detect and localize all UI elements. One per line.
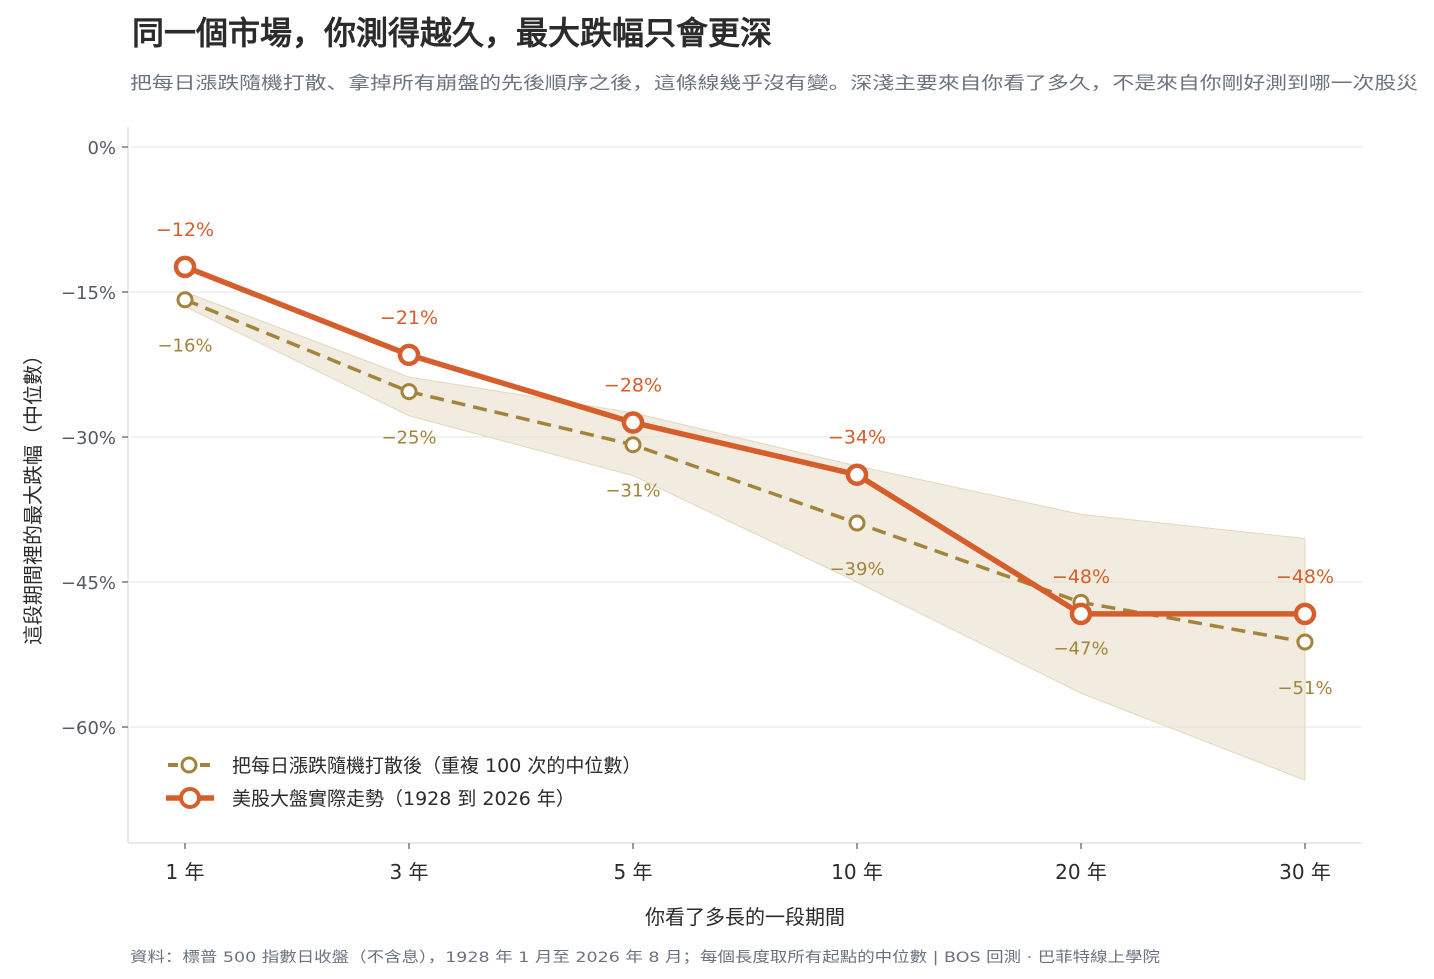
point-actual (845, 463, 869, 486)
point-shuffled (400, 383, 418, 401)
chart-subtitle: 把每日漲跌隨機打散、拿掉所有崩盤的先後順序之後，這條線幾乎沒有變。深淺主要來自你… (130, 73, 1418, 94)
x-tick-label: 5 年 (613, 860, 652, 884)
data-label-shuffled: −25% (381, 428, 436, 449)
data-label-actual: −48% (1052, 566, 1110, 588)
data-label-shuffled: −16% (157, 336, 212, 357)
data-label-actual: −28% (604, 375, 662, 397)
point-shuffled (1296, 633, 1314, 651)
series-lines (183, 264, 1306, 644)
x-tick-label: 3 年 (389, 860, 428, 884)
y-axis-title: 這段期間裡的最大跌幅（中位數） (21, 345, 45, 645)
point-actual (621, 411, 645, 434)
y-tick-labels: 0% −15% −30% −45% −60% (61, 138, 128, 739)
point-shuffled (848, 514, 866, 532)
y-tick-label: −60% (61, 718, 116, 739)
chart-footer: 資料：標普 500 指數日收盤（不含息），1928 年 1 月至 2026 年 … (130, 948, 1161, 966)
x-tick-label: 1 年 (165, 860, 204, 884)
x-axis-title: 你看了多長的一段期間 (645, 905, 845, 929)
data-points (173, 255, 1317, 651)
plot-frame (127, 127, 1362, 844)
point-actual (1293, 602, 1317, 626)
x-tick-label: 30 年 (1279, 860, 1331, 884)
data-label-actual: −21% (380, 307, 438, 329)
point-shuffled (624, 436, 642, 454)
legend-marker-shuffled (180, 756, 198, 774)
y-tick-label: −15% (61, 283, 116, 304)
y-tick-label: −45% (61, 573, 116, 594)
data-labels: −16% −25% −31% −39% −47% −51% −12% −21% −28% −34%… (156, 219, 1334, 699)
legend: 把每日漲跌隨機打散後（重複 100 次的中位數） 美股大盤實際走勢（1928 到… (166, 755, 641, 810)
x-tick-labels: 1 年 3 年 5 年 10 年 20 年 30 年 (165, 843, 1331, 884)
series-line-actual (183, 264, 1305, 617)
data-label-actual: −12% (156, 219, 214, 241)
x-tick-label: 10 年 (831, 860, 883, 884)
series-line-shuffled (184, 298, 1306, 644)
legend-entry-actual: 美股大盤實際走勢（1928 到 2026 年） (166, 787, 575, 810)
point-shuffled (176, 291, 194, 309)
legend-entry-shuffled: 把每日漲跌隨機打散後（重複 100 次的中位數） (168, 755, 641, 777)
x-tick-label: 20 年 (1055, 860, 1107, 884)
shuffled-range-band (184, 291, 1306, 781)
legend-label-shuffled: 把每日漲跌隨機打散後（重複 100 次的中位數） (232, 755, 641, 777)
data-label-actual: −48% (1276, 566, 1334, 588)
point-actual (1069, 602, 1093, 626)
data-label-shuffled: −47% (1053, 638, 1108, 659)
shuffled-band-area (184, 291, 1306, 781)
y-tick-label: 0% (87, 138, 116, 159)
point-actual (173, 255, 197, 279)
legend-label-actual: 美股大盤實際走勢（1928 到 2026 年） (232, 788, 575, 810)
data-label-shuffled: −31% (605, 481, 660, 502)
y-tick-label: −30% (61, 428, 116, 449)
data-label-actual: −34% (828, 427, 886, 449)
point-actual (397, 343, 421, 367)
chart-title: 同一個市場，你測得越久，最大跌幅只會更深 (132, 14, 772, 52)
grid-lines (128, 146, 1362, 728)
data-label-shuffled: −39% (829, 559, 884, 580)
data-label-shuffled: −51% (1277, 678, 1332, 699)
legend-marker-actual (179, 787, 201, 809)
